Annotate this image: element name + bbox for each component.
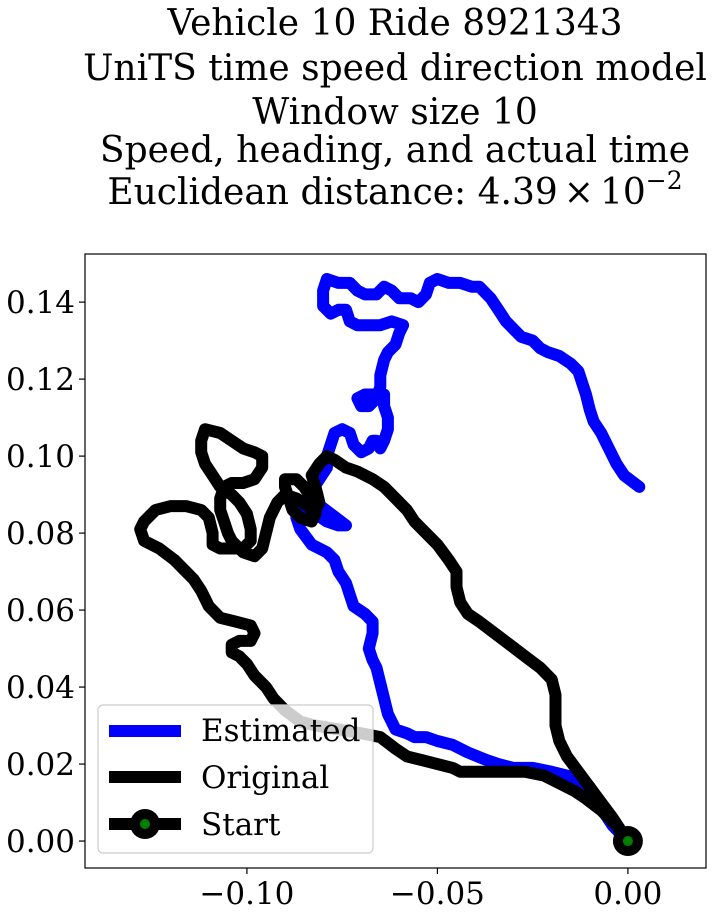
title-line-1: Vehicle 10 Ride 8921343 (166, 3, 622, 44)
y-tick-label: 0.02 (6, 747, 75, 783)
chart-title: Vehicle 10 Ride 8921343 UniTS time speed… (83, 3, 707, 213)
legend-box (97, 704, 374, 854)
y-tick-label: 0.14 (6, 285, 75, 321)
legend: Estimated Original Start (97, 704, 374, 854)
legend-label-start: Start (201, 807, 281, 843)
title-line-5: Euclidean distance: 4.39 × 10−2 (107, 166, 682, 213)
title-line-2: UniTS time speed direction model (83, 48, 707, 89)
start-marker-center (622, 836, 633, 847)
y-tick-label: 0.00 (6, 824, 75, 860)
y-axis: 0.00 0.02 0.04 0.06 0.08 0.10 0.12 0.14 (6, 285, 85, 860)
start-layer (612, 826, 643, 857)
y-tick-label: 0.12 (6, 362, 75, 398)
title-line-3: Window size 10 (252, 92, 538, 133)
legend-swatch-start-center (140, 819, 150, 829)
series-line-original (134, 423, 634, 848)
x-tick-label: −0.10 (199, 876, 294, 912)
y-tick-label: 0.06 (6, 593, 75, 629)
series-layer (134, 273, 646, 848)
plot-frame (84, 253, 707, 869)
x-tick-label: −0.05 (390, 876, 485, 912)
title-distance-prefix: Euclidean distance: 4.39 (107, 172, 557, 213)
title-distance-exponent: −2 (646, 166, 683, 195)
x-axis: −0.10 −0.05 0.00 (199, 868, 662, 912)
y-tick-label: 0.10 (6, 439, 75, 475)
legend-label-estimated: Estimated (201, 713, 360, 749)
title-line-4: Speed, heading, and actual time (100, 130, 690, 171)
title-distance-times: × (564, 172, 594, 213)
series-line-estimated (290, 273, 646, 848)
y-tick-label: 0.04 (6, 670, 75, 706)
legend-label-original: Original (201, 760, 329, 796)
title-distance-base: 10 (600, 172, 646, 213)
y-tick-label: 0.08 (6, 516, 75, 552)
x-tick-label: 0.00 (593, 876, 662, 912)
